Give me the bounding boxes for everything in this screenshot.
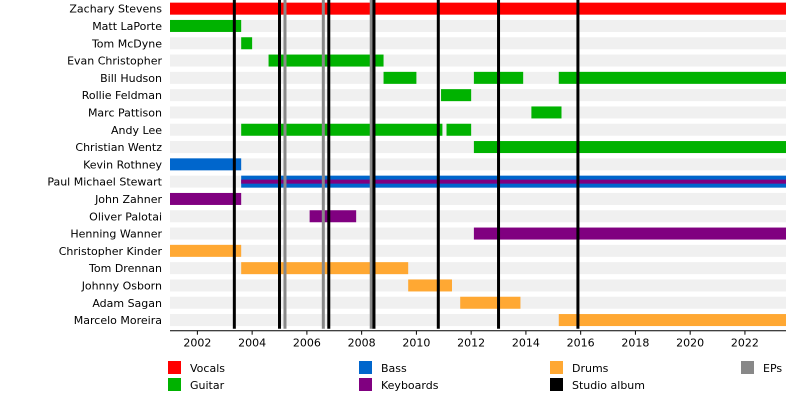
x-tick-label: 2020 (676, 337, 704, 350)
row-background (170, 210, 786, 223)
legend-label: Keyboards (381, 379, 439, 392)
x-tick-label: 2006 (293, 337, 321, 350)
member-name: Bill Hudson (100, 72, 162, 85)
member-name: Rollie Feldman (82, 89, 162, 102)
x-tick-label: 2014 (512, 337, 540, 350)
member-names: Zachary Stevens Matt LaPorte Tom McDyne Eva… (47, 3, 162, 327)
row-backgrounds (170, 2, 786, 327)
member-bar (558, 314, 786, 327)
x-tick-label: 2018 (621, 337, 649, 350)
row-background (170, 158, 786, 171)
member-name: Marcelo Moreira (74, 314, 162, 327)
row-background (170, 279, 786, 292)
legend: Vocals Guitar Bass Keyboards Drums Studio alb… (168, 361, 782, 392)
x-tick-label: 2004 (238, 337, 266, 350)
member-name: Christopher Kinder (59, 245, 163, 258)
member-name: Oliver Palotai (89, 210, 162, 223)
member-bar-secondary (241, 179, 786, 184)
member-bar (473, 227, 786, 240)
member-bar (473, 141, 786, 154)
x-tick-label: 2010 (402, 337, 430, 350)
member-bar (408, 279, 452, 292)
legend-label: Guitar (190, 379, 225, 392)
legend-label: Bass (381, 362, 407, 375)
legend-swatch (359, 361, 372, 374)
x-tick-label: 2022 (731, 337, 759, 350)
member-name: Kevin Rothney (83, 158, 162, 171)
x-tick-label: 2008 (348, 337, 376, 350)
legend-swatch (168, 378, 181, 391)
release-lines (232, 0, 580, 329)
member-bar (170, 192, 242, 205)
member-bar (170, 19, 242, 32)
member-name: Christian Wentz (75, 141, 162, 154)
member-name: John Zahner (94, 193, 162, 206)
member-name: Paul Michael Stewart (47, 176, 162, 189)
member-name: Matt LaPorte (92, 20, 162, 33)
member-name: Zachary Stevens (69, 3, 162, 16)
legend-label: Studio album (572, 379, 645, 392)
row-background (170, 244, 786, 257)
legend-label: Vocals (190, 362, 225, 375)
member-name: Johnny Osborn (81, 279, 162, 292)
row-background (170, 54, 786, 67)
x-tick-label: 2016 (567, 337, 595, 350)
legend-label: EPs (763, 362, 782, 375)
member-bar (441, 89, 472, 102)
member-bar (460, 296, 521, 309)
member-bar (241, 37, 253, 50)
legend-swatch (550, 378, 563, 391)
member-bar (241, 123, 443, 136)
legend-swatch (168, 361, 181, 374)
member-name: Tom Drennan (88, 262, 162, 275)
member-bar (170, 2, 786, 15)
legend-swatch (550, 361, 563, 374)
x-axis: 2002 2004 2006 2008 2010 2012 2014 2016 2018 2020… (170, 330, 786, 350)
legend-label: Drums (572, 362, 609, 375)
member-name: Marc Pattison (88, 106, 162, 119)
legend-swatch (741, 361, 754, 374)
member-name: Adam Sagan (92, 297, 162, 310)
member-bar (309, 210, 357, 223)
member-bar (170, 244, 242, 257)
member-bars (170, 2, 786, 327)
row-background (170, 192, 786, 205)
x-tick-label: 2012 (457, 337, 485, 350)
member-bar (446, 123, 472, 136)
member-name: Tom McDyne (91, 37, 162, 50)
member-bar (558, 71, 786, 84)
member-name: Henning Wanner (70, 228, 162, 241)
row-background (170, 37, 786, 50)
legend-swatch (359, 378, 372, 391)
member-bar (383, 71, 417, 84)
member-bar (531, 106, 562, 119)
x-tick-label: 2002 (183, 337, 211, 350)
member-name: Evan Christopher (67, 55, 162, 68)
row-background (170, 19, 786, 32)
row-background (170, 89, 786, 102)
member-bar (170, 158, 242, 171)
member-name: Andy Lee (111, 124, 162, 137)
row-background (170, 106, 786, 119)
member-bar (268, 54, 384, 67)
